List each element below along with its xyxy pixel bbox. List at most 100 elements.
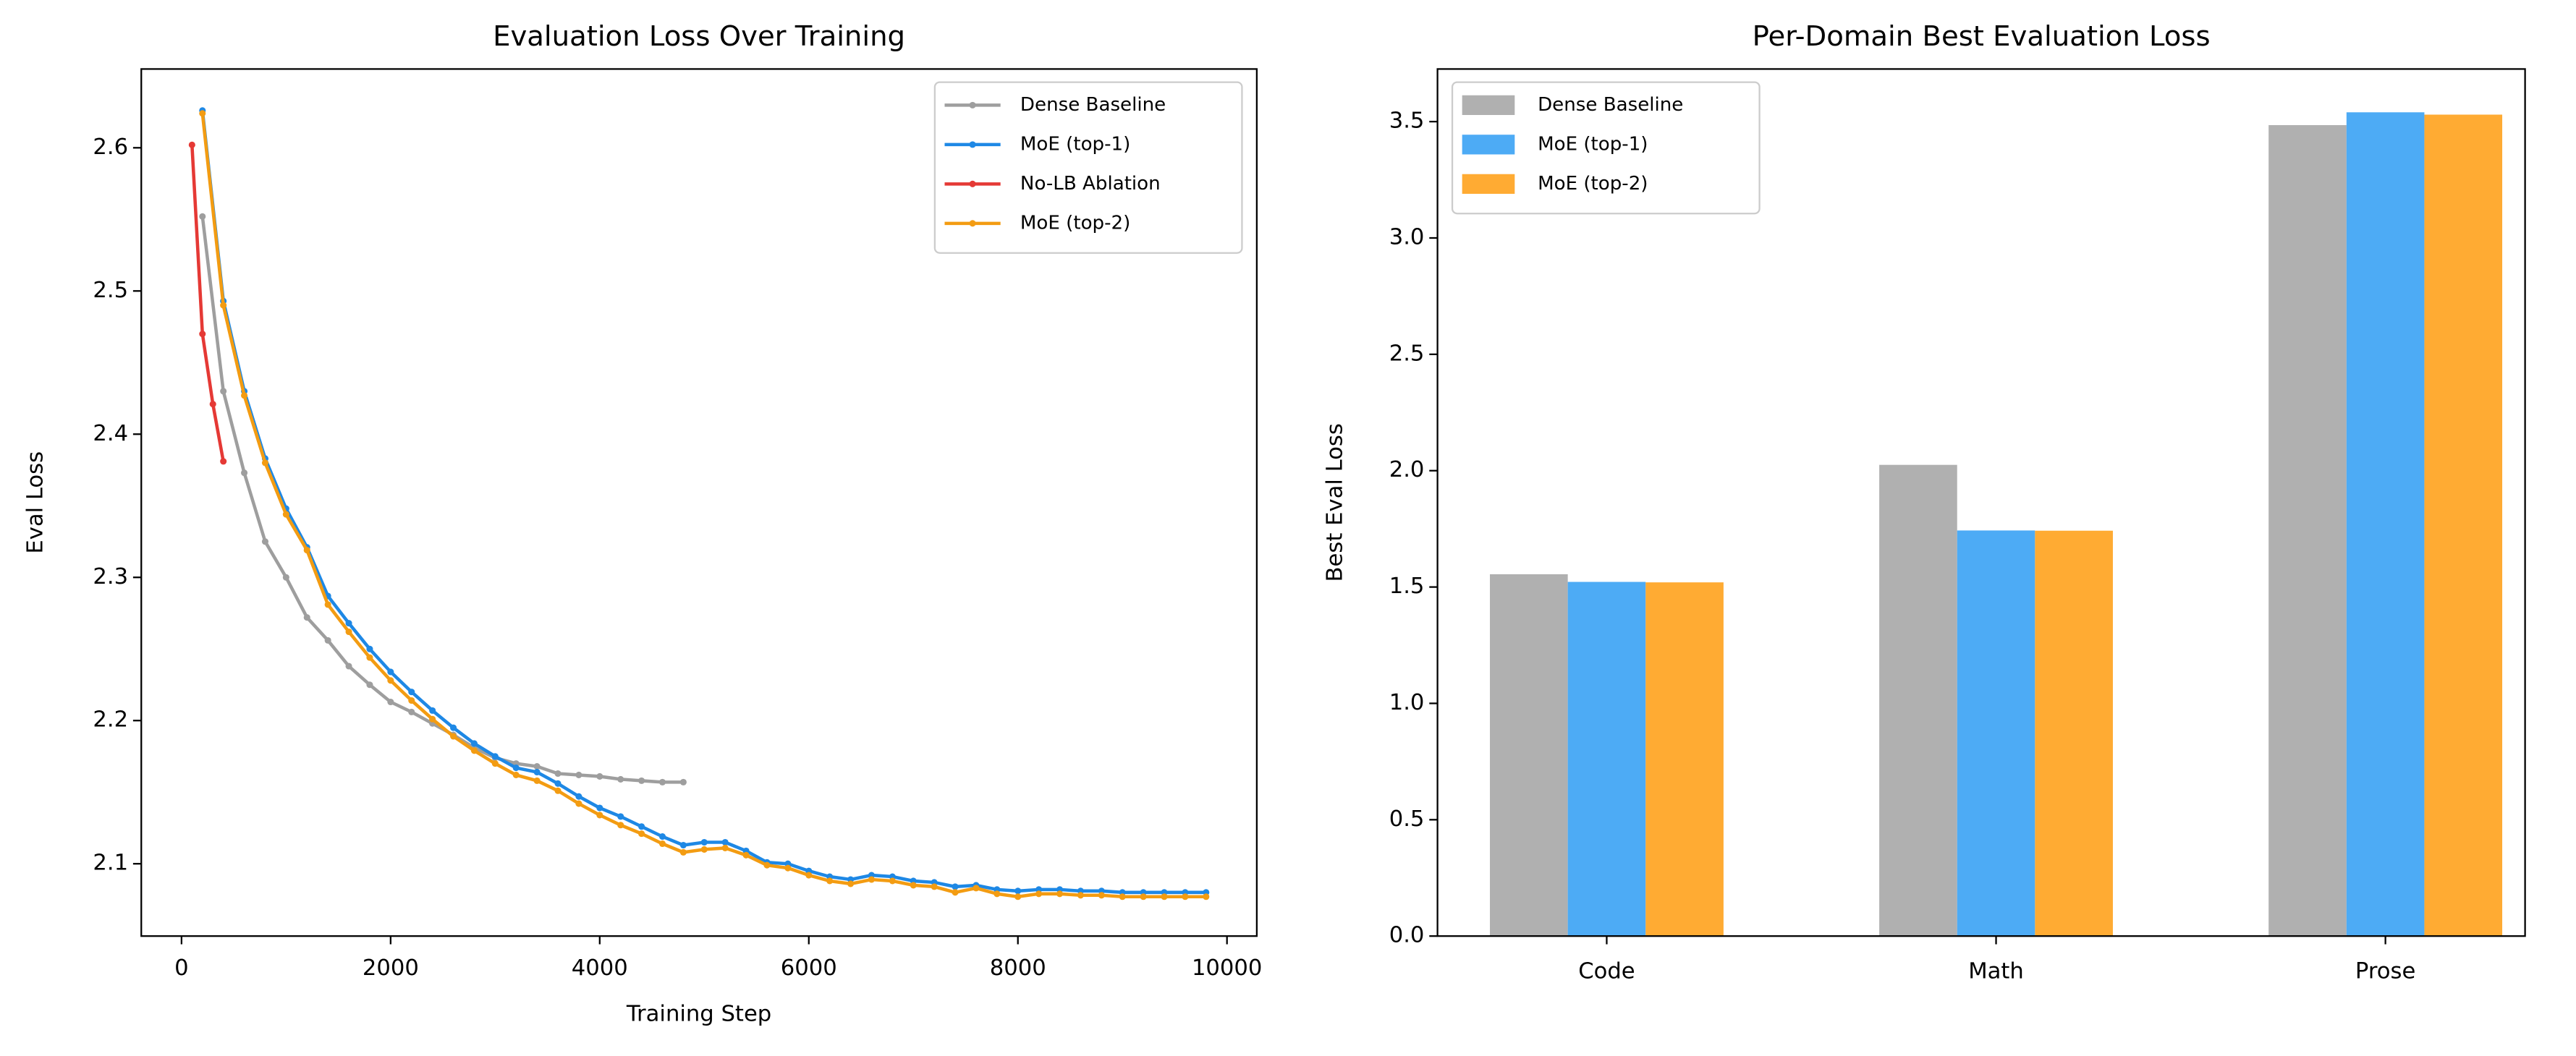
point — [345, 628, 352, 636]
legend-box — [933, 81, 1243, 254]
point — [387, 668, 394, 676]
point — [617, 822, 624, 829]
point — [554, 780, 562, 787]
point — [512, 765, 520, 772]
point — [596, 772, 603, 780]
legend-marker — [969, 220, 976, 227]
y-tick-label: 2.4 — [93, 421, 128, 446]
bar — [2346, 112, 2425, 937]
point — [763, 861, 771, 869]
bar — [2035, 530, 2113, 937]
y-tick-label: 1.5 — [1389, 574, 1425, 599]
point — [952, 883, 959, 890]
point — [282, 574, 289, 581]
point — [847, 880, 855, 887]
point — [1161, 893, 1168, 900]
point — [679, 848, 687, 856]
point — [387, 698, 394, 706]
x-tick-label: 8000 — [990, 955, 1046, 981]
bar — [1957, 530, 2035, 937]
point — [220, 388, 227, 395]
legend-box — [1451, 81, 1761, 215]
point — [491, 760, 499, 767]
point — [721, 844, 729, 851]
legend-marker — [969, 141, 976, 148]
point — [700, 838, 708, 846]
y-tick-label: 2.2 — [93, 707, 128, 733]
x-tick-label: Math — [1968, 959, 2024, 984]
point — [658, 778, 666, 785]
point — [638, 830, 645, 838]
point — [1014, 893, 1022, 900]
point — [700, 846, 708, 853]
point — [1182, 893, 1189, 900]
point — [324, 636, 331, 644]
point — [303, 614, 310, 621]
point — [533, 777, 541, 784]
x-tick-label: 10000 — [1192, 955, 1262, 981]
point — [1098, 892, 1105, 899]
point — [387, 677, 394, 684]
legend-label: MoE (top-2) — [1020, 212, 1130, 234]
x-tick-label: 6000 — [781, 955, 837, 981]
point — [868, 876, 875, 883]
y-tick-label: 0.0 — [1389, 923, 1425, 948]
point — [241, 469, 248, 477]
legend-label: No-LB Ablation — [1020, 173, 1161, 195]
bar — [2424, 114, 2503, 937]
x-tick-label: 4000 — [572, 955, 628, 981]
y-tick-label: 2.0 — [1389, 457, 1425, 482]
point — [188, 141, 195, 148]
axes-frame — [1436, 68, 2526, 937]
point — [220, 458, 227, 465]
legend-label: Dense Baseline — [1538, 94, 1683, 116]
y-tick-label: 2.5 — [1389, 341, 1425, 366]
legend-label: MoE (top-1) — [1020, 133, 1130, 155]
legend-swatch — [1462, 135, 1515, 155]
point — [596, 804, 603, 812]
point — [575, 771, 582, 779]
point — [1056, 890, 1064, 898]
bar — [2268, 124, 2347, 937]
point — [721, 838, 729, 846]
point — [429, 707, 436, 714]
axes-frame — [140, 68, 1258, 937]
point — [1077, 892, 1084, 899]
point — [805, 872, 813, 879]
point — [1035, 890, 1043, 898]
point — [617, 813, 624, 820]
legend-swatch — [1462, 95, 1515, 115]
point — [199, 331, 206, 338]
bar — [1879, 464, 1957, 937]
point — [1140, 893, 1147, 900]
point — [679, 841, 687, 849]
point — [366, 645, 373, 652]
point — [554, 787, 562, 794]
point — [408, 697, 415, 704]
point — [638, 777, 645, 784]
point — [282, 511, 289, 518]
y-tick-label: 3.5 — [1389, 108, 1425, 134]
point — [491, 753, 499, 760]
y-tick-label: 2.5 — [93, 278, 128, 303]
point — [199, 110, 206, 117]
point — [889, 877, 896, 885]
legend-marker — [969, 101, 976, 108]
point — [910, 882, 917, 889]
point — [512, 771, 520, 779]
point — [679, 778, 687, 785]
point — [784, 864, 792, 872]
point — [658, 833, 666, 840]
legend-label: MoE (top-1) — [1538, 133, 1648, 155]
point — [742, 851, 750, 859]
point — [408, 708, 415, 715]
point — [324, 601, 331, 608]
legend-label: Dense Baseline — [1020, 94, 1166, 116]
x-tick-label: 2000 — [363, 955, 419, 981]
legend-label: MoE (top-2) — [1538, 173, 1648, 195]
point — [638, 823, 645, 830]
point — [533, 768, 541, 776]
x-axis-label: Training Step — [626, 1002, 771, 1027]
point — [533, 763, 541, 770]
legend-swatch — [1462, 174, 1515, 194]
